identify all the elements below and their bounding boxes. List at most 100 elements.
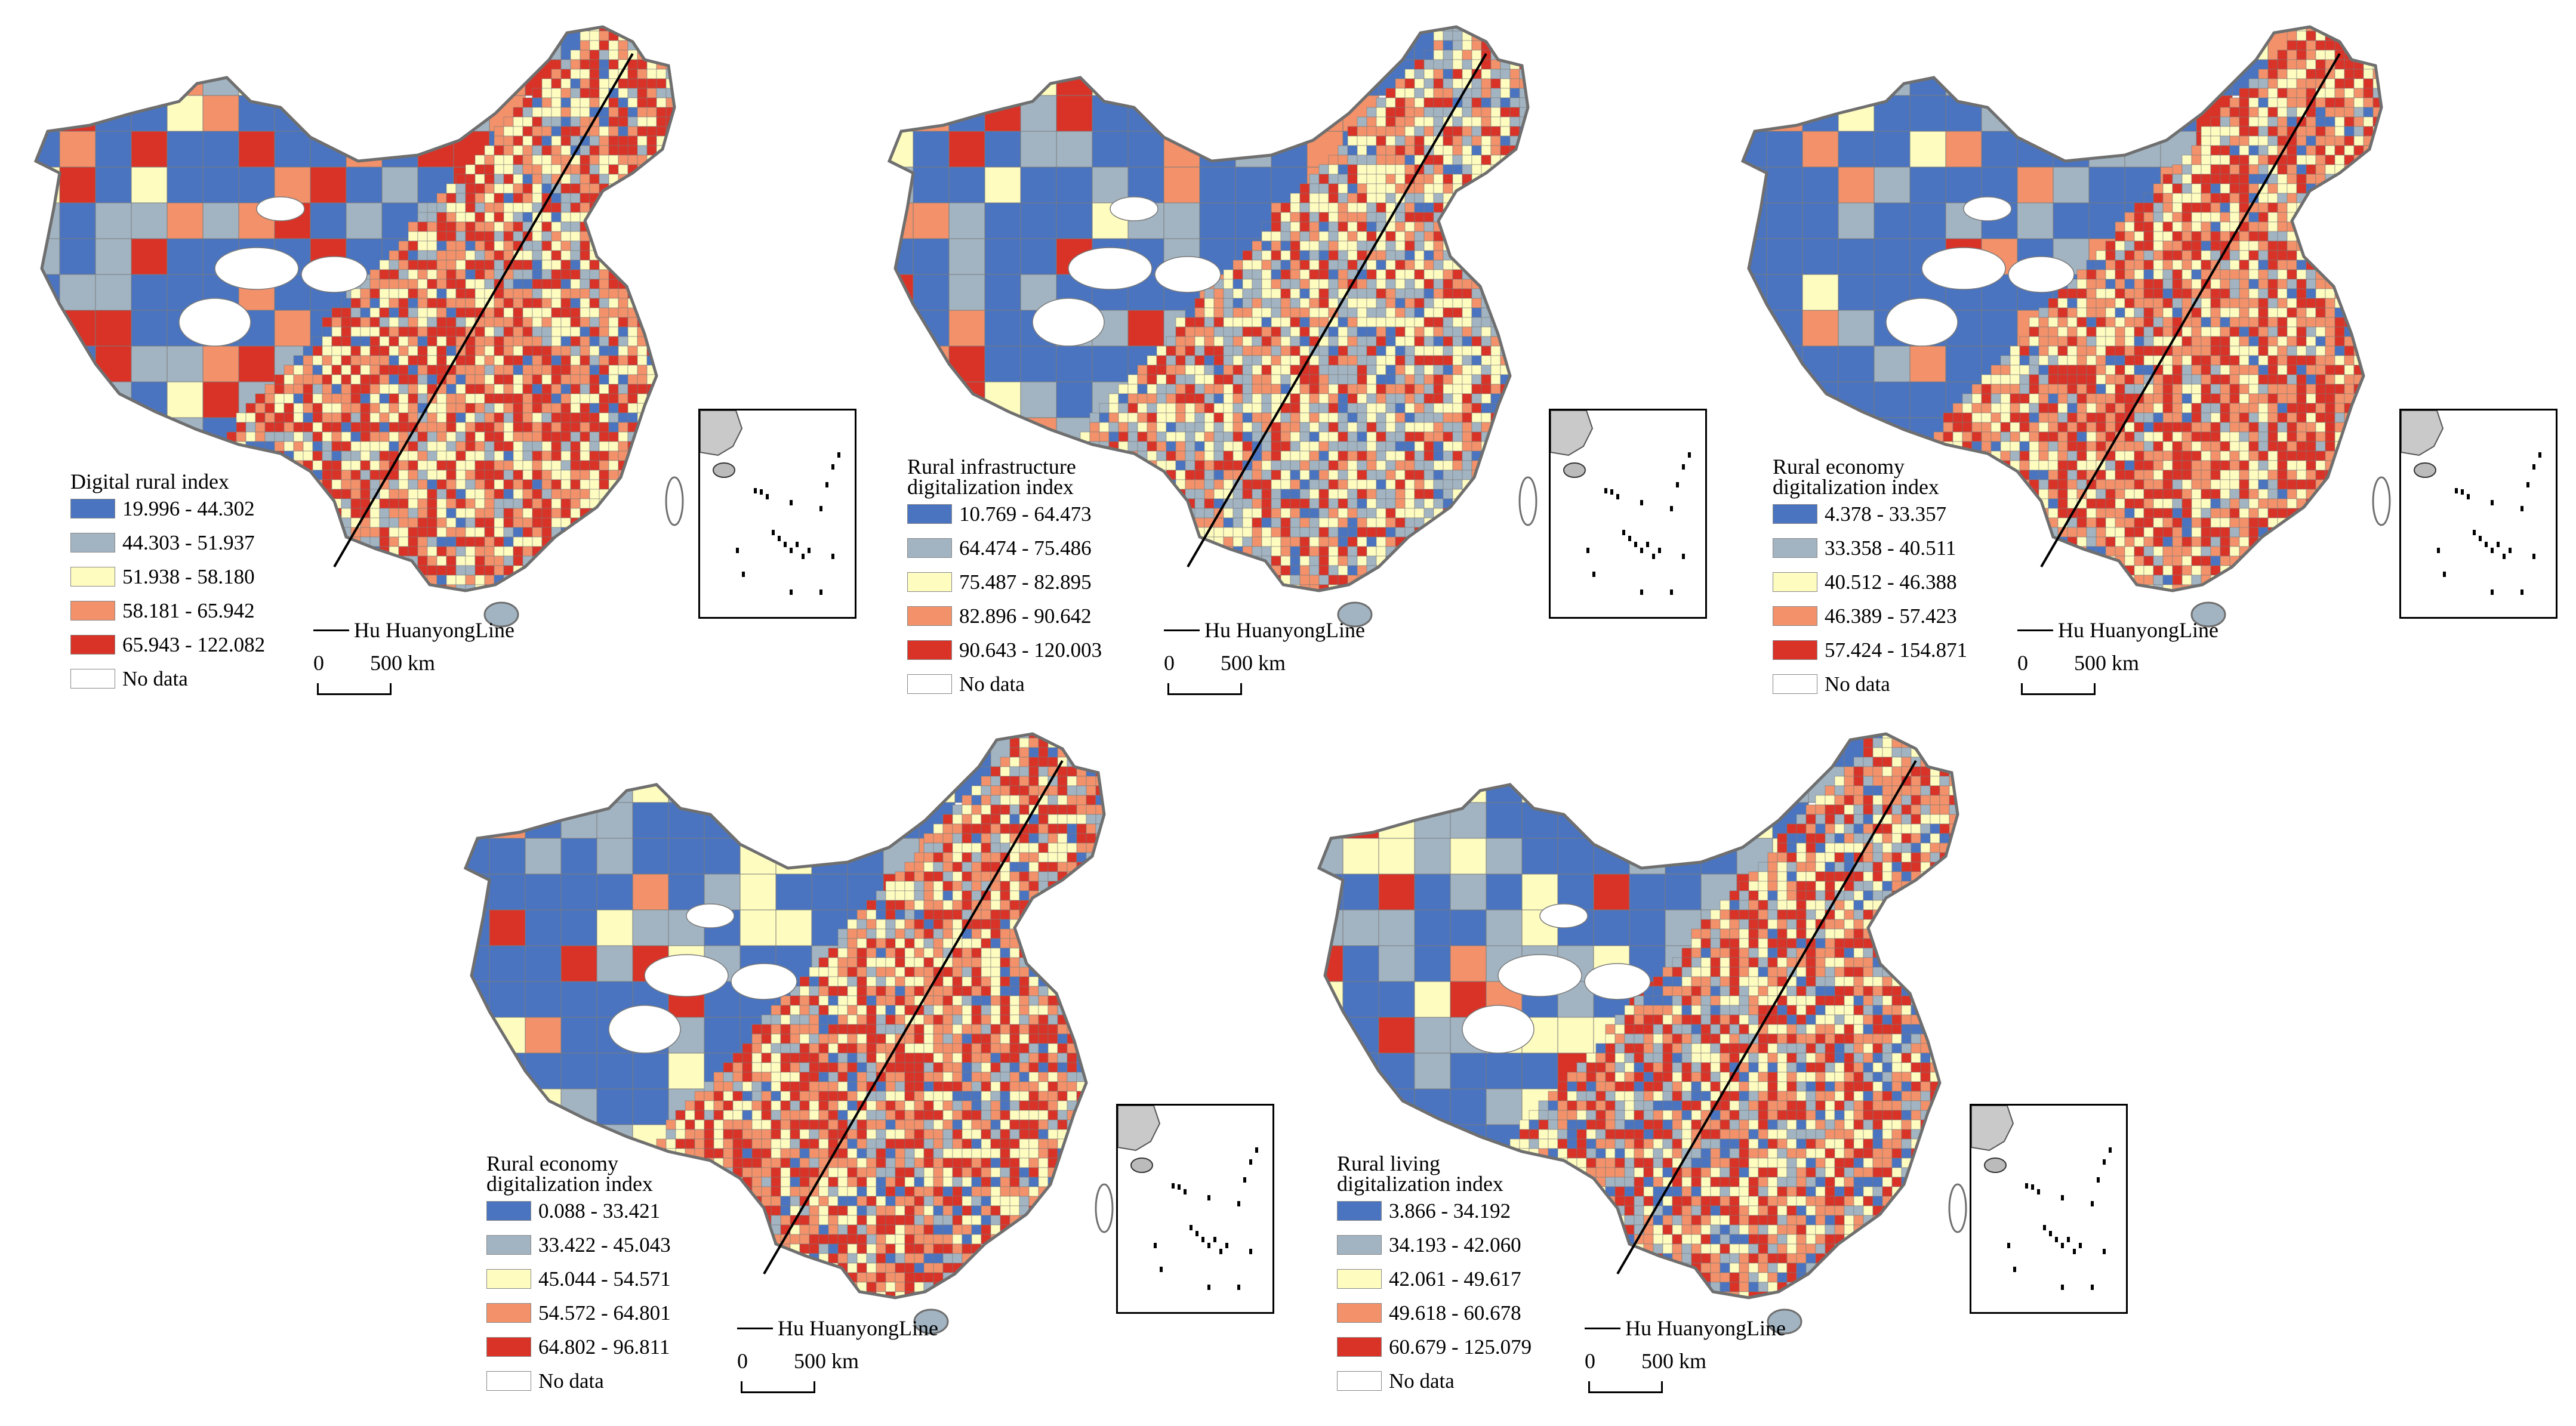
county-cell	[465, 536, 476, 547]
county-cell	[369, 298, 380, 308]
county-cell	[589, 479, 600, 490]
region-cell	[131, 345, 168, 382]
county-cell	[1443, 374, 1453, 385]
county-cell	[618, 555, 628, 566]
legend-range-label: 10.769 - 64.473	[959, 502, 1092, 526]
county-cell	[589, 97, 600, 108]
county-cell	[599, 202, 609, 213]
county-cell	[618, 374, 628, 385]
county-cell	[1127, 508, 1138, 518]
county-cell	[532, 250, 543, 261]
county-cell	[1434, 604, 1443, 613]
county-cell	[1481, 604, 1491, 613]
county-cell	[1290, 202, 1301, 213]
county-cell	[427, 450, 437, 461]
county-cell	[1490, 30, 1501, 41]
county-cell	[608, 164, 619, 175]
county-cell	[1223, 384, 1234, 394]
county-cell	[398, 240, 409, 251]
county-cell	[1166, 508, 1176, 518]
county-cell	[1423, 412, 1434, 423]
county-cell	[1452, 584, 1463, 591]
county-cell	[398, 298, 409, 308]
county-cell	[522, 403, 533, 413]
county-cell	[369, 317, 380, 328]
county-cell	[312, 527, 323, 538]
county-cell	[676, 279, 685, 289]
county-cell	[676, 50, 685, 60]
county-cell	[1414, 345, 1425, 356]
region-cell	[1199, 202, 1236, 239]
taiwan-island	[1518, 476, 1537, 526]
county-cell	[398, 317, 409, 328]
county-cell	[1423, 126, 1434, 137]
region-cell	[1056, 166, 1093, 203]
county-cell	[637, 555, 648, 566]
county-cell	[1509, 498, 1520, 509]
county-cell	[1490, 279, 1501, 289]
county-cell	[1261, 584, 1272, 591]
county-cell	[627, 279, 638, 289]
county-cell	[532, 164, 543, 175]
county-cell	[1366, 422, 1377, 433]
county-cell	[608, 470, 619, 480]
region-cell	[2017, 202, 2054, 239]
county-cell	[1204, 498, 1215, 509]
county-cell	[1414, 441, 1425, 452]
county-cell	[1376, 202, 1386, 213]
county-cell	[456, 594, 466, 604]
county-cell	[398, 575, 409, 585]
county-cell	[408, 384, 418, 394]
county-cell	[513, 355, 523, 366]
region-cell	[381, 95, 418, 132]
county-cell	[1519, 336, 1528, 347]
county-cell	[513, 116, 523, 127]
county-cell	[580, 575, 590, 585]
county-cell	[1414, 88, 1425, 98]
county-cell	[1443, 145, 1453, 156]
county-cell	[436, 260, 447, 270]
inset-islet	[1652, 554, 1655, 559]
county-cell	[676, 126, 685, 136]
county-cell	[1271, 374, 1281, 385]
county-cell	[1366, 517, 1377, 528]
county-cell	[1213, 336, 1224, 347]
county-cell	[1137, 527, 1148, 538]
county-cell	[1500, 50, 1511, 60]
county-cell	[1423, 403, 1434, 413]
county-cell	[369, 336, 380, 347]
county-cell	[513, 422, 523, 433]
county-cell	[1347, 498, 1358, 509]
county-cell	[665, 298, 674, 308]
county-cell	[1500, 431, 1511, 442]
county-cell	[1318, 365, 1329, 375]
county-cell	[408, 336, 418, 347]
county-cell	[1395, 288, 1406, 299]
county-cell	[1385, 288, 1396, 299]
county-cell	[1490, 69, 1501, 79]
county-cell	[1118, 479, 1129, 490]
county-cell	[1290, 326, 1301, 337]
region-cell	[1874, 59, 1911, 96]
county-cell	[1166, 517, 1176, 528]
county-cell	[1490, 565, 1501, 576]
region-cell	[310, 59, 347, 96]
county-cell	[389, 374, 399, 385]
county-cell	[1252, 384, 1262, 394]
county-cell	[1529, 203, 1539, 212]
county-cell	[618, 345, 628, 356]
county-cell	[1443, 135, 1453, 146]
inset-islet	[1640, 548, 1643, 553]
county-cell	[503, 479, 514, 490]
county-cell	[1252, 489, 1262, 499]
county-cell	[417, 546, 428, 557]
county-cell	[494, 508, 504, 518]
county-cell	[360, 565, 371, 576]
county-cell	[369, 412, 380, 423]
county-cell	[1280, 317, 1291, 328]
county-cell	[1271, 422, 1281, 433]
county-cell	[503, 231, 514, 242]
county-cell	[676, 527, 685, 537]
county-cell	[1347, 193, 1358, 203]
county-cell	[466, 604, 475, 613]
